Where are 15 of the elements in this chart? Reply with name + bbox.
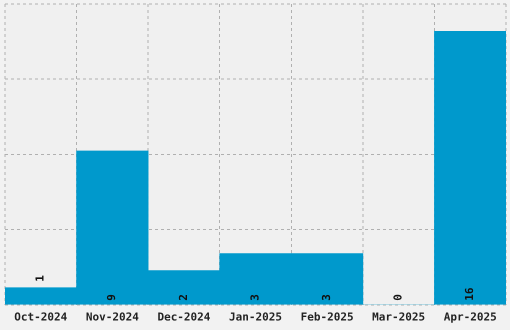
x-tick-label: Feb-2025: [300, 310, 354, 324]
data-label: 3: [248, 294, 262, 301]
data-label: 2: [176, 294, 190, 301]
x-tick-label: Oct-2024: [14, 310, 68, 324]
data-label: 16: [463, 287, 476, 301]
x-tick-label: Dec-2024: [157, 310, 211, 324]
data-label: 1: [34, 274, 47, 282]
bar: [434, 31, 506, 305]
x-tick-label: Mar-2025: [372, 310, 426, 324]
x-tick-label: Jan-2025: [229, 310, 282, 324]
data-label: 3: [320, 294, 333, 301]
x-tick-label: Nov-2024: [86, 310, 140, 324]
data-label: 9: [105, 294, 118, 301]
data-label: 0: [392, 294, 404, 301]
x-tick-label: Apr-2025: [444, 310, 497, 324]
